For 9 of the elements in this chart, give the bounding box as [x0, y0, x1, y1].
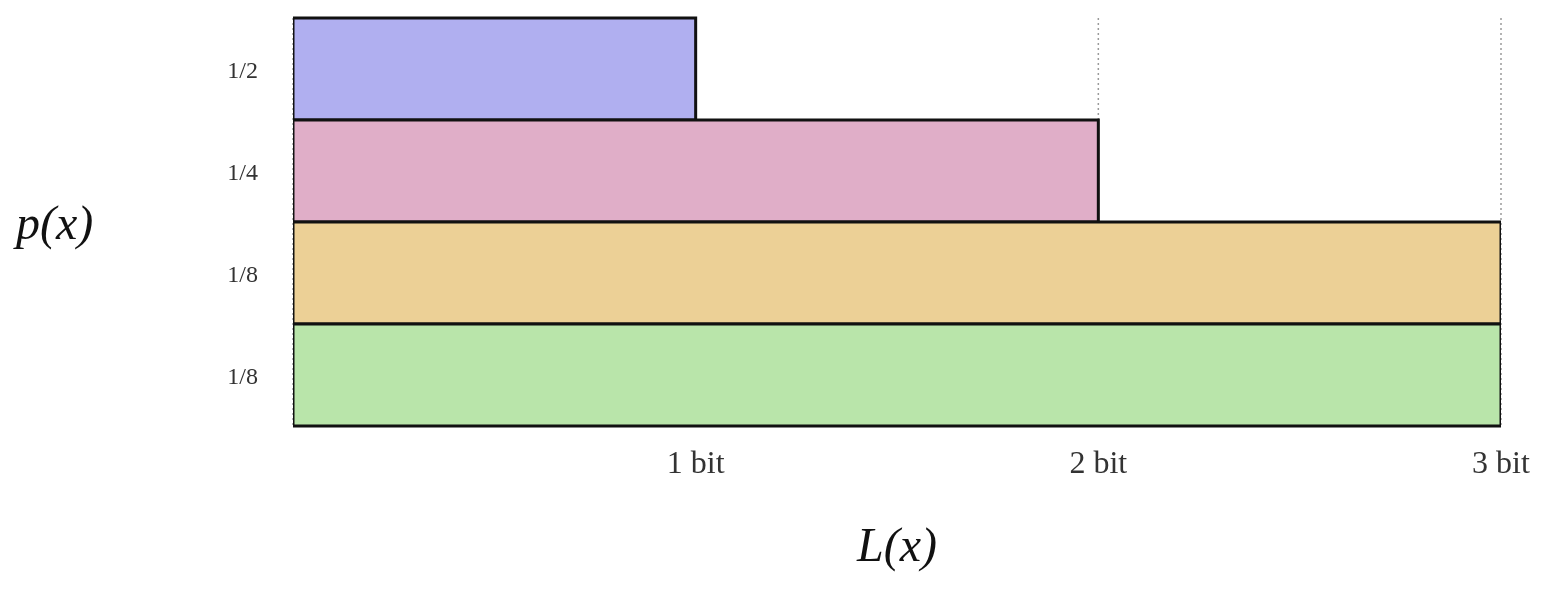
y-axis-title: p(x)	[13, 196, 94, 251]
x-tick-label: 3 bit	[1472, 443, 1530, 480]
x-tick-label: 2 bit	[1069, 443, 1128, 480]
y-tick-label: 1/8	[227, 362, 258, 389]
y-tick-label: 1/4	[227, 158, 258, 185]
y-tick-label: 1/2	[227, 56, 258, 83]
y-tick-label: 1/8	[227, 260, 258, 287]
x-axis-title: L(x)	[856, 518, 937, 572]
x-tick-label: 1 bit	[666, 443, 725, 480]
